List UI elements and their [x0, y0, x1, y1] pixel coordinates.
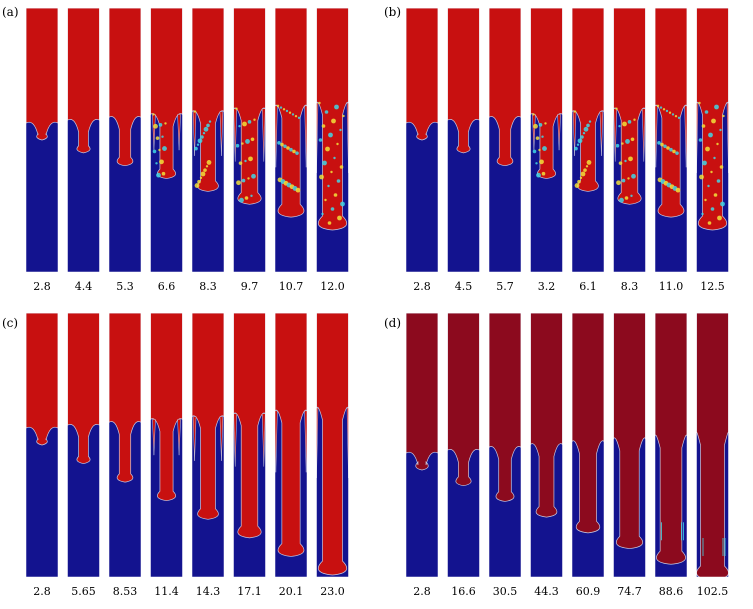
time-label: 14.3 — [196, 585, 221, 598]
simulation-frame — [655, 8, 687, 272]
simulation-frame — [109, 8, 141, 272]
simulation-frame — [26, 313, 58, 577]
time-label: 10.7 — [279, 280, 304, 293]
time-label: 8.3 — [199, 280, 217, 293]
time-label: 88.6 — [659, 585, 684, 598]
panel-b: (b) 2.8 4.5 5.7 3.2 6.1 8.3 11.0 12.5 — [384, 5, 729, 293]
time-label: 6.6 — [158, 280, 176, 293]
panel-c: (c) 2.8 5.65 8.53 11.4 14.3 17.1 20.1 23.0 — [2, 312, 349, 598]
time-label: 16.6 — [451, 585, 476, 598]
simulation-frame — [150, 313, 183, 577]
panel-d: (d) 2.8 16.6 30.5 44.3 60.9 74.7 88.6 102.5 — [384, 312, 729, 598]
time-label: 11.0 — [659, 280, 684, 293]
simulation-frame — [26, 8, 58, 272]
panel-a: (a) 2.8 4.4 5.3 6.6 8.3 9.7 10.7 12.0 — [2, 5, 349, 293]
simulation-frame — [316, 8, 349, 272]
simulation-frame — [613, 313, 646, 577]
time-label: 5.7 — [496, 280, 514, 293]
simulation-frame — [316, 313, 349, 577]
time-label: 8.3 — [621, 280, 639, 293]
time-label: 2.8 — [33, 585, 51, 598]
simulation-frame — [447, 313, 480, 577]
time-label: 74.7 — [617, 585, 642, 598]
simulation-frame — [530, 313, 563, 577]
simulation-frame — [572, 8, 604, 272]
simulation-frame — [447, 8, 480, 272]
time-label: 8.53 — [113, 585, 138, 598]
time-label: 20.1 — [279, 585, 304, 598]
time-label: 60.9 — [576, 585, 601, 598]
time-label: 30.5 — [493, 585, 518, 598]
simulation-frame — [233, 8, 266, 272]
simulation-frame — [67, 8, 100, 272]
time-label: 4.4 — [75, 280, 93, 293]
time-label: 9.7 — [241, 280, 259, 293]
simulation-frame — [406, 313, 438, 577]
time-label: 44.3 — [534, 585, 559, 598]
time-label: 102.5 — [697, 585, 729, 598]
time-label: 2.8 — [413, 585, 431, 598]
panel-label: (c) — [2, 316, 18, 330]
simulation-frame — [275, 313, 307, 577]
simulation-frame — [655, 313, 687, 577]
simulation-frame — [109, 313, 141, 577]
time-label: 2.8 — [33, 280, 51, 293]
time-label: 12.5 — [700, 280, 725, 293]
time-label: 17.1 — [237, 585, 262, 598]
panel-label: (b) — [384, 5, 401, 19]
simulation-frame — [233, 313, 266, 577]
time-label: 5.3 — [116, 280, 134, 293]
time-label: 4.5 — [455, 280, 473, 293]
time-label: 11.4 — [154, 585, 179, 598]
time-label: 6.1 — [579, 280, 597, 293]
time-label: 5.65 — [71, 585, 96, 598]
simulation-frame — [192, 8, 224, 272]
simulation-frame — [489, 8, 521, 272]
simulation-frame — [67, 313, 100, 577]
panel-label: (a) — [2, 5, 19, 19]
time-label: 12.0 — [320, 280, 345, 293]
time-label: 23.0 — [320, 585, 345, 598]
simulation-frame — [192, 313, 224, 577]
time-label: 3.2 — [538, 280, 556, 293]
simulation-frame — [530, 8, 563, 272]
simulation-frame — [150, 8, 183, 272]
simulation-frame — [572, 313, 604, 577]
simulation-frame — [696, 313, 729, 577]
time-label: 2.8 — [413, 280, 431, 293]
simulation-frame — [275, 8, 307, 272]
simulation-frame — [613, 8, 646, 272]
simulation-frame — [406, 8, 438, 272]
panel-label: (d) — [384, 316, 401, 330]
simulation-frame — [489, 313, 521, 577]
simulation-frame — [696, 8, 729, 272]
